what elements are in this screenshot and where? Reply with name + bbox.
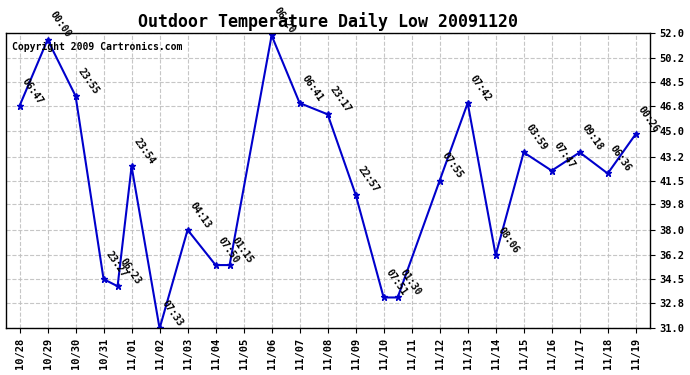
Text: 03:59: 03:59 [524,123,549,152]
Text: 01:30: 01:30 [397,268,423,297]
Text: 08:06: 08:06 [495,225,521,255]
Text: 04:13: 04:13 [188,200,213,230]
Text: 07:55: 07:55 [440,151,464,180]
Text: 00:26: 00:26 [635,104,661,134]
Text: 22:57: 22:57 [355,165,381,195]
Text: 07:51: 07:51 [384,268,408,297]
Text: 06:36: 06:36 [608,144,633,174]
Text: 01:15: 01:15 [230,235,255,265]
Text: 06:23: 06:23 [117,256,143,286]
Text: 06:20: 06:20 [272,6,297,35]
Text: 23:27: 23:27 [104,249,128,279]
Text: 07:33: 07:33 [159,298,185,328]
Text: 06:41: 06:41 [299,73,325,103]
Text: Copyright 2009 Cartronics.com: Copyright 2009 Cartronics.com [12,42,182,51]
Text: 23:55: 23:55 [76,66,101,96]
Text: 23:17: 23:17 [328,84,353,114]
Text: 07:42: 07:42 [468,73,493,103]
Text: 09:18: 09:18 [580,123,604,152]
Text: 23:54: 23:54 [132,136,157,166]
Text: 07:50: 07:50 [215,235,241,265]
Text: 07:47: 07:47 [552,141,577,171]
Text: 00:00: 00:00 [48,10,72,40]
Title: Outdoor Temperature Daily Low 20091120: Outdoor Temperature Daily Low 20091120 [137,12,518,31]
Text: 06:47: 06:47 [19,76,45,106]
